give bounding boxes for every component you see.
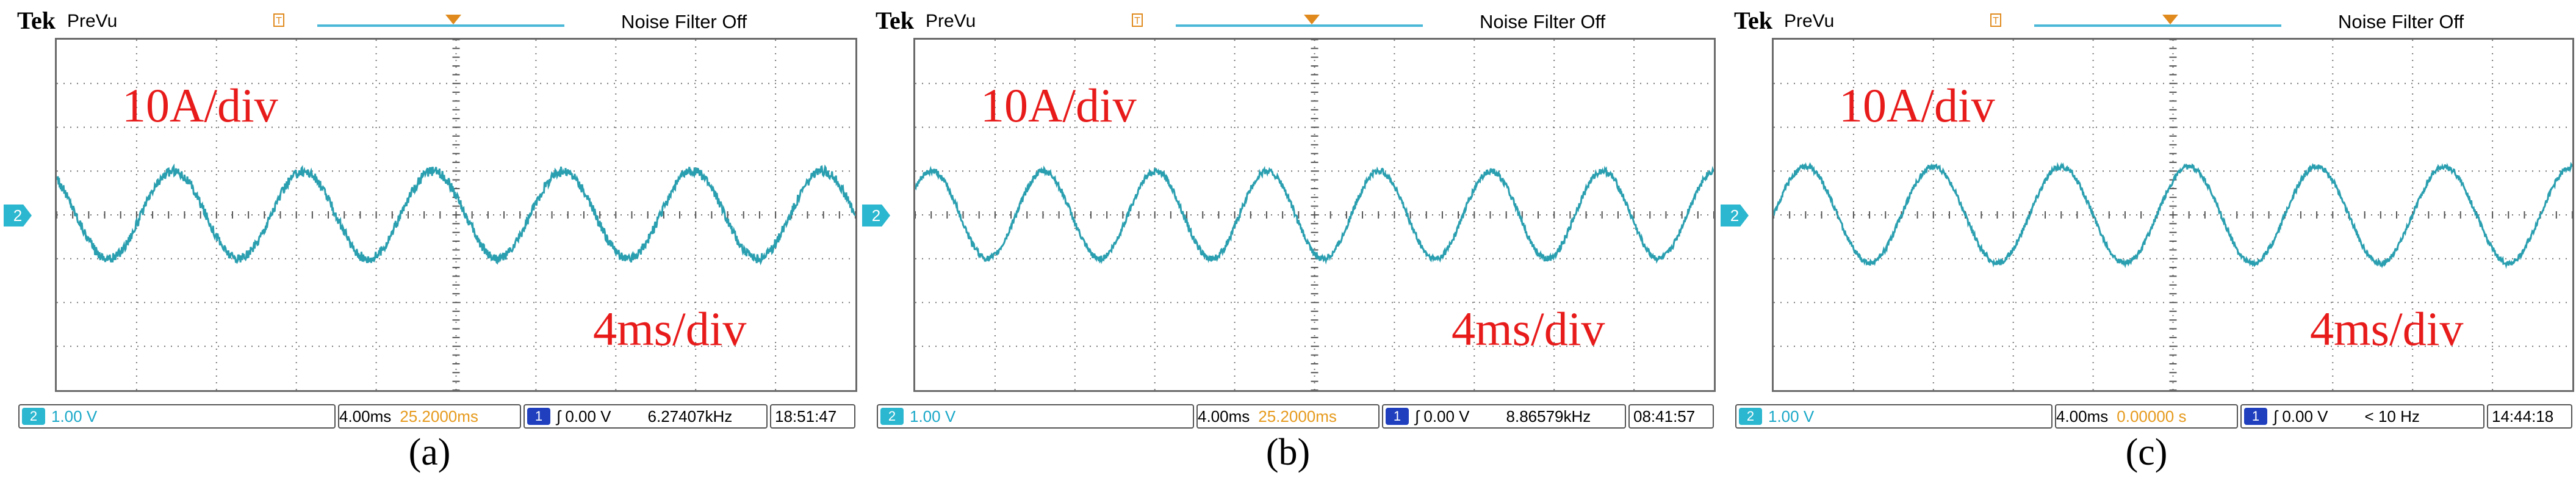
mode-label: PreVu <box>1784 11 1835 31</box>
trigger-frequency: 8.86579kHz <box>1506 407 1591 426</box>
channel-badge: 2 <box>22 408 45 425</box>
waveform-screen <box>1772 38 2574 392</box>
brand-logo: Tek <box>1734 7 1773 34</box>
brand-logo: Tek <box>17 7 56 34</box>
waveform-screen <box>913 38 1716 392</box>
noise-filter-label: Noise Filter Off <box>2338 11 2464 32</box>
record-position-icon <box>1304 15 1320 24</box>
waveform-trace <box>1774 162 2572 269</box>
horizontal-position: 25.2000ms <box>400 407 478 426</box>
rising-edge-icon: ∫ <box>1415 407 1424 426</box>
channel-readout: 2 1.00 V <box>877 404 1194 429</box>
channel-readout: 2 1.00 V <box>18 404 336 429</box>
horizontal-position: 0.00000 s <box>2117 407 2187 426</box>
trigger-readout: 1 ∫ 0.00 V 6.27407kHz <box>523 404 768 429</box>
plot-area <box>57 40 855 390</box>
timebase-readout: 4.00ms 0.00000 s <box>2055 404 2238 429</box>
trigger-channel-badge: 1 <box>2244 408 2267 425</box>
status-bar: 2 1.00 V 4.00ms 25.2000ms 1 ∫ 0.00 V 8.86579… <box>877 404 1716 430</box>
timebase-value: 4.00ms <box>339 407 392 426</box>
trigger-frequency: 6.27407kHz <box>647 407 733 426</box>
channel-readout: 2 1.00 V <box>1735 404 2053 429</box>
rising-edge-icon: ∫ <box>556 407 566 426</box>
timebase-readout: 4.00ms 25.2000ms <box>338 404 521 429</box>
timebase-value: 4.00ms <box>2056 407 2109 426</box>
record-view-bar <box>2034 24 2281 27</box>
brand-logo: Tek <box>876 7 915 34</box>
channel-volts: 1.00 V <box>51 407 98 426</box>
scope-panel-c: Tek PreVu T Noise Filter Off T 2 10A/div… <box>1717 0 2576 500</box>
record-view-bar <box>1176 24 1423 27</box>
figure-caption: (b) <box>1265 432 1311 473</box>
vertical-scale-label: 10A/div <box>122 79 278 132</box>
trigger-marker: T <box>1990 13 2001 27</box>
plot-area <box>915 40 1714 390</box>
status-bar: 2 1.00 V 4.00ms 0.00000 s 1 ∫ 0.00 V < 10 Hz… <box>1735 404 2575 430</box>
channel-ground-marker: 2 <box>4 205 32 226</box>
top-bar: Tek PreVu T Noise Filter Off <box>1717 0 2576 38</box>
plot-area <box>1774 40 2572 390</box>
trigger-readout: 1 ∫ 0.00 V < 10 Hz <box>2240 404 2484 429</box>
trigger-frequency: < 10 Hz <box>2364 407 2420 426</box>
clock-readout: 14:44:18 <box>2487 404 2572 429</box>
rising-edge-icon: ∫ <box>2273 407 2283 426</box>
record-position-icon <box>445 15 461 24</box>
timebase-value: 4.00ms <box>1198 407 1250 426</box>
vertical-scale-label: 10A/div <box>1839 79 1995 132</box>
noise-filter-label: Noise Filter Off <box>621 11 747 32</box>
waveform-screen <box>55 38 857 392</box>
trigger-marker: T <box>273 13 284 27</box>
mode-label: PreVu <box>926 11 976 31</box>
mode-label: PreVu <box>67 11 118 31</box>
channel-badge: 2 <box>1739 408 1762 425</box>
figure-caption: (a) <box>408 432 451 473</box>
waveform-trace <box>915 165 1714 265</box>
trigger-level: 0.00 V <box>2282 407 2328 426</box>
trigger-channel-badge: 1 <box>527 408 550 425</box>
record-view-bar <box>317 24 564 27</box>
timebase-readout: 4.00ms 25.2000ms <box>1196 404 1380 429</box>
trigger-readout: 1 ∫ 0.00 V 8.86579kHz <box>1382 404 1626 429</box>
clock-readout: 08:41:57 <box>1628 404 1714 429</box>
time-scale-label: 4ms/div <box>2310 302 2464 355</box>
noise-filter-label: Noise Filter Off <box>1480 11 1606 32</box>
trigger-channel-badge: 1 <box>1386 408 1409 425</box>
trigger-level: 0.00 V <box>565 407 611 426</box>
top-bar: Tek PreVu T Noise Filter Off <box>858 0 1718 38</box>
trigger-level: 0.00 V <box>1423 407 1470 426</box>
time-scale-label: 4ms/div <box>593 302 747 355</box>
channel-volts: 1.00 V <box>1768 407 1815 426</box>
channel-ground-marker: 2 <box>862 205 890 226</box>
status-bar: 2 1.00 V 4.00ms 25.2000ms 1 ∫ 0.00 V 6.27407… <box>18 404 858 430</box>
clock-readout: 18:51:47 <box>770 404 855 429</box>
channel-ground-marker: 2 <box>1721 205 1749 226</box>
horizontal-position: 25.2000ms <box>1258 407 1337 426</box>
scope-panel-a: Tek PreVu T Noise Filter Off T 2 10A/div… <box>0 0 859 500</box>
trigger-marker: T <box>1132 13 1143 27</box>
time-scale-label: 4ms/div <box>1452 302 1605 355</box>
record-position-icon <box>2162 15 2178 24</box>
vertical-scale-label: 10A/div <box>980 79 1137 132</box>
top-bar: Tek PreVu T Noise Filter Off <box>0 0 859 38</box>
scope-panel-b: Tek PreVu T Noise Filter Off T 2 10A/div… <box>858 0 1718 500</box>
channel-volts: 1.00 V <box>910 407 956 426</box>
waveform-trace <box>57 163 855 266</box>
channel-badge: 2 <box>880 408 904 425</box>
figure-caption: (c) <box>2125 432 2168 473</box>
